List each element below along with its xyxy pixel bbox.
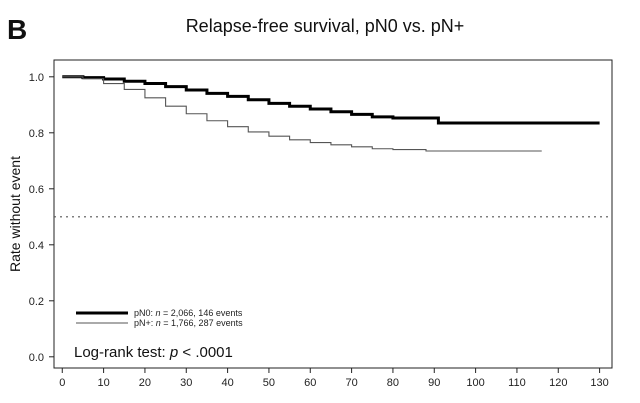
x-tick-label: 70	[345, 377, 357, 389]
x-tick-label: 40	[221, 377, 233, 389]
y-axis: 0.0 0.2 0.4 0.6 0.8 1.0	[29, 72, 54, 364]
y-tick-label: 0.6	[29, 184, 44, 196]
series-line-pn-plus	[62, 76, 542, 152]
plot-frame	[53, 59, 613, 369]
x-tick-label: 0	[59, 377, 65, 389]
x-tick-label: 60	[304, 377, 316, 389]
series-layer	[62, 75, 600, 152]
x-axis: 0 10 20 30 40 50 60 70 80 90 100 110 120 130	[59, 368, 609, 389]
x-tick-label: 120	[549, 377, 567, 389]
x-tick-label: 50	[263, 377, 275, 389]
y-tick-label: 1.0	[29, 72, 44, 84]
y-tick-label: 0.0	[29, 352, 44, 364]
x-tick-label: 80	[387, 377, 399, 389]
x-tick-label: 20	[139, 377, 151, 389]
x-tick-label: 100	[466, 377, 484, 389]
legend: pN0: n = 2,066, 146 events pN+: n = 1,76…	[76, 308, 243, 328]
y-tick-label: 0.8	[29, 128, 44, 140]
series-line-pn0	[62, 75, 600, 125]
panel-letter: B	[7, 14, 28, 45]
log-rank-annotation: Log-rank test: p < .0001	[74, 344, 233, 361]
y-tick-label: 0.4	[29, 240, 44, 252]
legend-label-pn0: pN0: n = 2,066, 146 events	[134, 308, 243, 318]
x-tick-label: 30	[180, 377, 192, 389]
x-tick-label: 90	[428, 377, 440, 389]
x-tick-label: 110	[508, 377, 526, 389]
x-tick-label: 10	[97, 377, 109, 389]
y-tick-label: 0.2	[29, 296, 44, 308]
x-tick-label: 130	[590, 377, 608, 389]
y-axis-label: Rate without event	[7, 156, 23, 272]
legend-label-pn-plus: pN+: n = 1,766, 287 events	[134, 318, 243, 328]
chart-title: Relapse-free survival, pN0 vs. pN+	[185, 16, 465, 36]
